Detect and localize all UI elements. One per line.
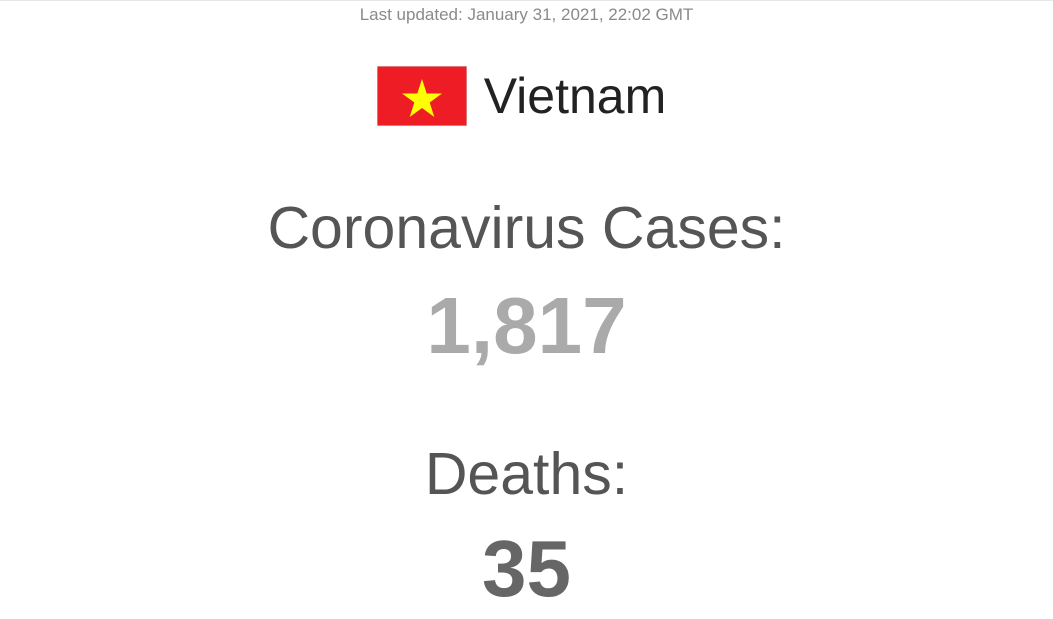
deaths-count: 35 <box>482 524 571 613</box>
cases-label: Coronavirus Cases: <box>267 195 786 261</box>
cases-count: 1,817 <box>426 281 627 370</box>
country-header: Vietnam <box>0 62 1053 130</box>
last-updated-text: Last updated: January 31, 2021, 22:02 GM… <box>359 5 694 24</box>
country-name: Vietnam <box>483 68 667 124</box>
top-divider <box>0 0 1053 1</box>
deaths-label: Deaths: <box>424 441 629 507</box>
vietnam-flag-icon <box>376 66 467 126</box>
